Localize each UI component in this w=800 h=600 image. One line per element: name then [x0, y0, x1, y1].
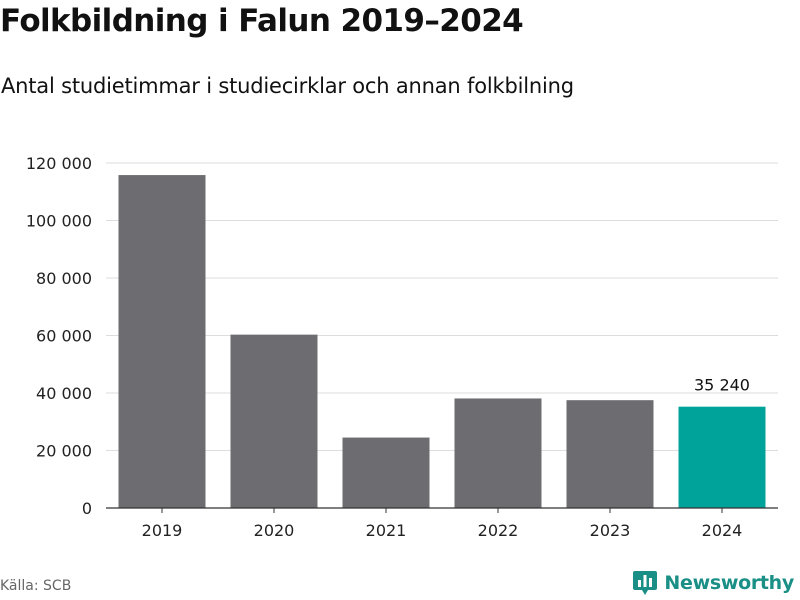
chart-title: Folkbildning i Falun 2019–2024 [0, 3, 524, 39]
bar-2022 [454, 398, 542, 508]
bar-2023 [566, 400, 654, 508]
chart-subtitle: Antal studietimmar i studiecirklar och a… [1, 74, 574, 98]
y-tick-label: 60 000 [36, 327, 92, 346]
y-tick-label: 100 000 [26, 212, 92, 231]
x-tick-label: 2021 [366, 521, 407, 540]
x-tick-label: 2022 [478, 521, 519, 540]
bar-2021 [342, 437, 430, 508]
brand-logo-block: Newsworthy [632, 569, 794, 597]
source-note: Källa: SCB [0, 578, 72, 594]
data-label-2024: 35 240 [694, 376, 750, 395]
y-tick-label: 0 [82, 499, 92, 518]
y-tick-label: 80 000 [36, 269, 92, 288]
x-tick-label: 2020 [254, 521, 295, 540]
x-tick-label: 2023 [590, 521, 631, 540]
x-tick-label: 2019 [142, 521, 183, 540]
bar-2019 [118, 175, 206, 508]
y-tick-label: 40 000 [36, 384, 92, 403]
x-tick-label: 2024 [702, 521, 743, 540]
bar-2024 [678, 406, 766, 508]
y-tick-label: 120 000 [26, 154, 92, 173]
newsworthy-logo-icon [633, 571, 658, 595]
bar-2020 [230, 334, 318, 508]
brand-name: Newsworthy [664, 572, 794, 594]
y-tick-label: 20 000 [36, 442, 92, 461]
